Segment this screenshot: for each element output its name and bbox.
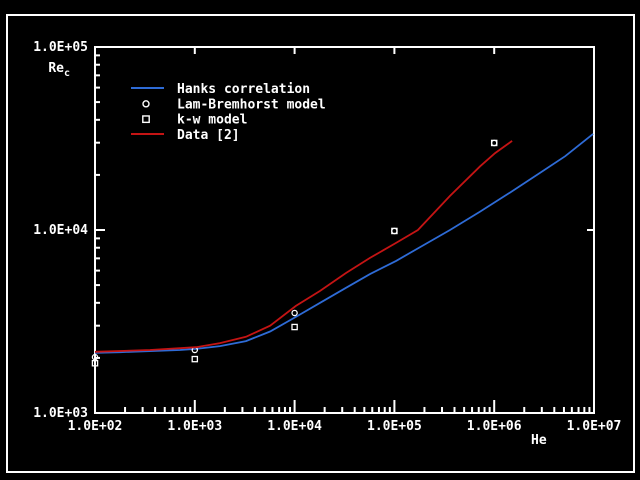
data-series — [91, 133, 594, 367]
axis-tick-labels: 1.0E+02 1.0E+03 1.0E+04 1.0E+05 1.0E+06 1.0E+… — [33, 40, 621, 434]
series-line-data-2- — [94, 140, 513, 353]
marker-square — [391, 227, 398, 235]
marker-square — [191, 355, 199, 363]
y-axis-label-subscript: c — [64, 68, 70, 79]
marker-circle — [391, 227, 398, 235]
plot-frame — [94, 46, 595, 414]
legend-circle-icon — [142, 100, 150, 108]
marker-square — [490, 139, 498, 147]
x-tick-label: 1.0E+07 — [567, 419, 622, 434]
legend-label: Lam-Bremhorst model — [177, 97, 326, 112]
legend-square-icon — [142, 115, 150, 124]
marker-square — [291, 323, 298, 331]
x-tick-label: 1.0E+02 — [68, 419, 123, 434]
x-axis-label: He — [531, 433, 547, 448]
outer-border — [6, 14, 635, 473]
legend-label: Data [2] — [177, 128, 240, 143]
marker-circle — [490, 139, 498, 147]
x-tick-label: 1.0E+05 — [367, 419, 422, 434]
y-tick-label: 1.0E+03 — [33, 406, 88, 421]
axis-ticks — [94, 46, 595, 414]
y-axis-label: Rec — [48, 61, 70, 79]
marker-circle — [91, 353, 99, 361]
y-tick-label: 1.0E+05 — [33, 40, 88, 55]
marker-square — [91, 360, 99, 367]
series-line-hanks-correlation — [94, 133, 594, 354]
x-tick-label: 1.0E+03 — [167, 419, 222, 434]
y-tick-label: 1.0E+04 — [33, 223, 88, 238]
marker-circle — [291, 309, 298, 317]
legend-label: Hanks correlation — [177, 82, 310, 97]
legend-label: k-w model — [177, 113, 247, 128]
x-tick-label: 1.0E+06 — [467, 419, 522, 434]
x-tick-label: 1.0E+04 — [267, 419, 322, 434]
